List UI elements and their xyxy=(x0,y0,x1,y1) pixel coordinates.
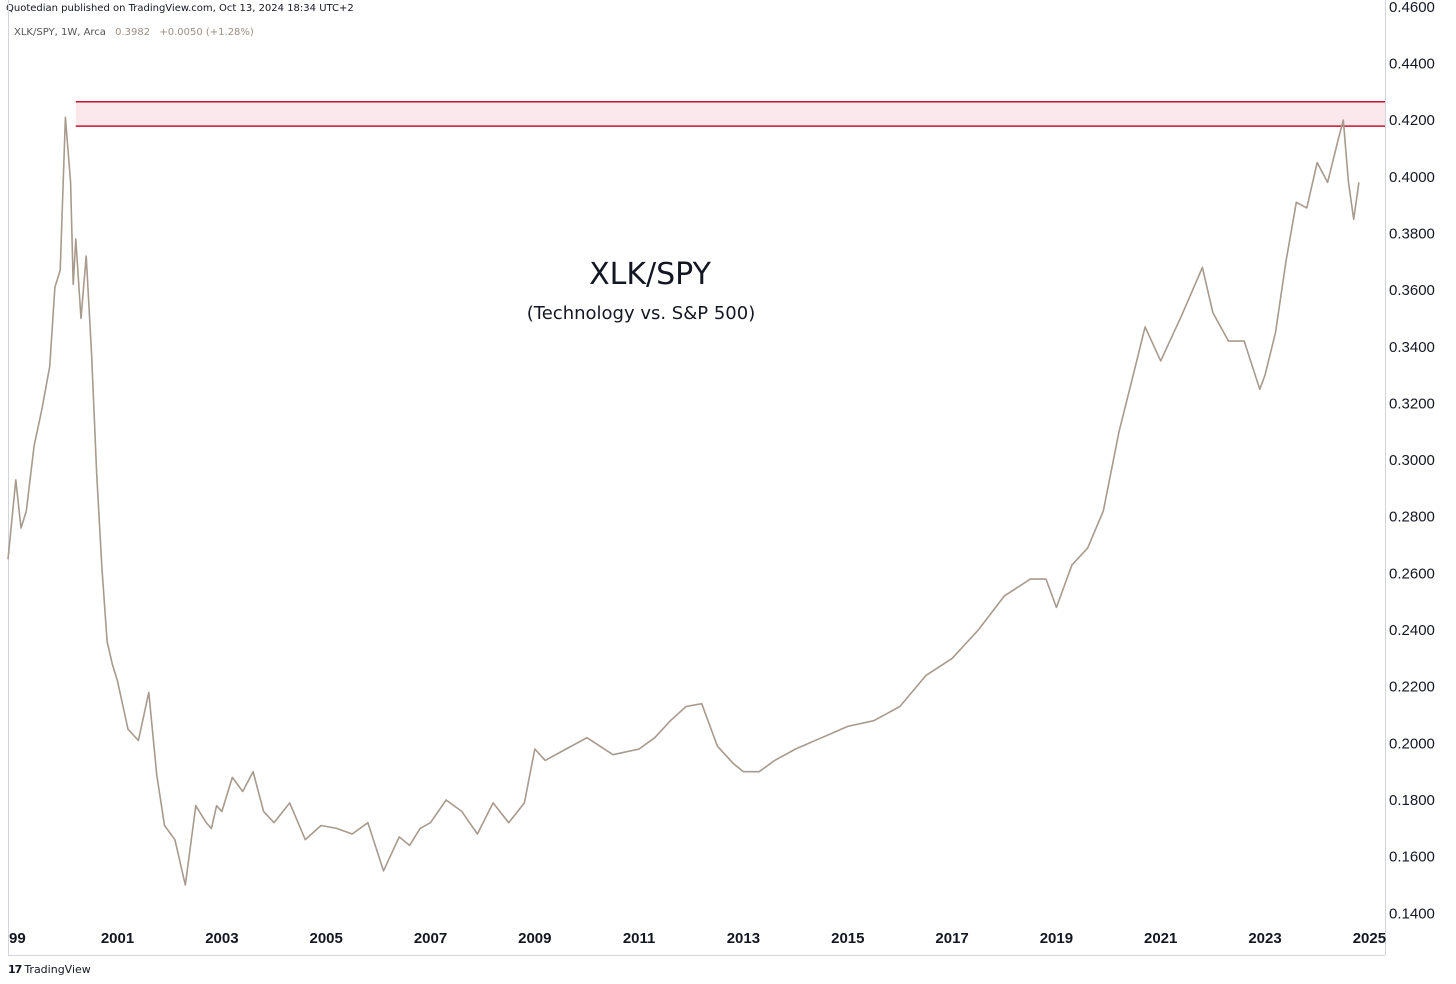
tradingview-mark-icon: 17 xyxy=(8,963,22,976)
y-tick-label: 0.1800 xyxy=(1389,792,1435,809)
x-tick-label: 2011 xyxy=(623,930,656,947)
y-tick-label: 0.2000 xyxy=(1389,735,1435,752)
x-tick-label: 99 xyxy=(9,930,26,947)
x-tick-label: 2001 xyxy=(101,930,134,947)
x-tick-label: 2015 xyxy=(831,930,864,947)
x-tick-label: 2019 xyxy=(1040,930,1073,947)
y-tick-label: 0.3600 xyxy=(1389,282,1435,299)
symbol-label: XLK/SPY, 1W, Arca xyxy=(14,27,106,38)
y-tick-label: 0.2600 xyxy=(1389,565,1435,582)
y-tick-label: 0.3200 xyxy=(1389,395,1435,412)
y-tick-label: 0.3400 xyxy=(1389,339,1435,356)
x-tick-label: 2013 xyxy=(727,930,760,947)
x-tick-label: 2021 xyxy=(1144,930,1177,947)
last-value: 0.3982 xyxy=(115,27,151,38)
publisher-attribution: Quotedian published on TradingView.com, … xyxy=(6,3,354,14)
tradingview-logo-text: TradingView xyxy=(24,963,91,976)
y-tick-label: 0.4400 xyxy=(1389,56,1435,73)
symbol-legend[interactable]: XLK/SPY, 1W, Arca 0.3982 +0.0050 (+1.28%… xyxy=(14,27,254,38)
y-tick-label: 0.1400 xyxy=(1389,905,1435,922)
x-tick-label: 2009 xyxy=(518,930,551,947)
x-tick-label: 2017 xyxy=(935,930,968,947)
change-value: +0.0050 (+1.28%) xyxy=(159,27,254,38)
chart-title: XLK/SPY xyxy=(589,257,712,292)
x-tick-label: 2003 xyxy=(205,930,238,947)
y-tick-label: 0.3800 xyxy=(1389,225,1435,242)
y-tick-label: 0.4200 xyxy=(1389,112,1435,129)
x-tick-label: 2007 xyxy=(414,930,447,947)
x-tick-label: 2023 xyxy=(1248,930,1281,947)
chart-subtitle: (Technology vs. S&P 500) xyxy=(527,303,755,324)
y-tick-label: 0.2400 xyxy=(1389,622,1435,639)
x-tick-label: 2005 xyxy=(310,930,343,947)
resistance-band-fill xyxy=(75,101,1386,127)
x-tick-label: 2025 xyxy=(1353,930,1386,947)
y-tick-label: 0.3000 xyxy=(1389,452,1435,469)
y-tick-label: 0.4600 xyxy=(1389,0,1435,16)
y-tick-label: 0.4000 xyxy=(1389,169,1435,186)
y-tick-label: 0.2200 xyxy=(1389,679,1435,696)
series-line-0 xyxy=(7,116,1360,886)
y-tick-label: 0.2800 xyxy=(1389,509,1435,526)
y-tick-label: 0.1600 xyxy=(1389,849,1435,866)
tradingview-logo[interactable]: 17 TradingView xyxy=(8,963,91,976)
